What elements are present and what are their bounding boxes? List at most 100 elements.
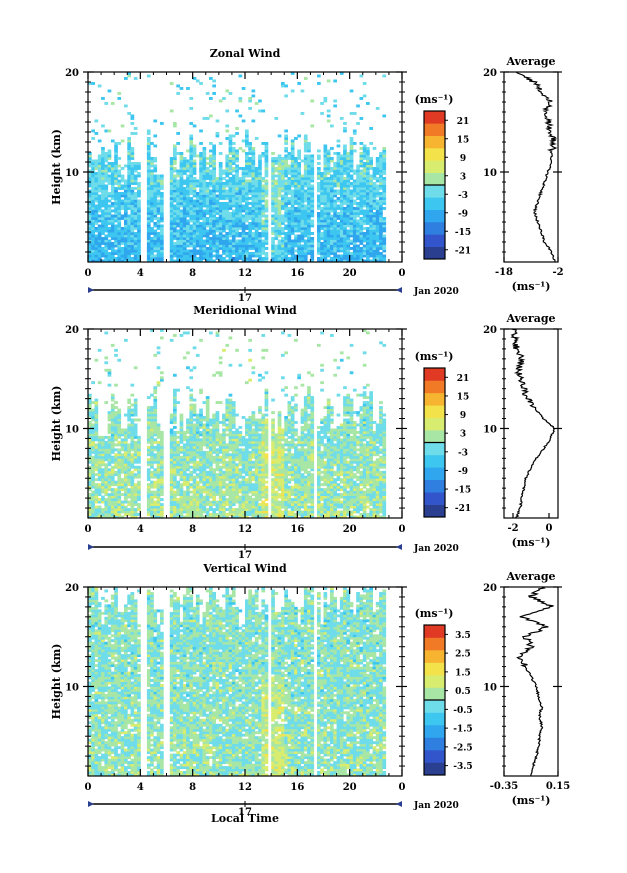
heatmap-cell [375, 199, 380, 203]
heatmap-cell [176, 505, 180, 509]
heatmap-cell [228, 242, 233, 245]
heatmap-cell [290, 259, 295, 263]
heatmap-cell [300, 89, 305, 93]
heatmap-cell [202, 172, 207, 175]
heatmap-cell [110, 458, 115, 462]
heatmap-cell [346, 177, 351, 180]
heatmap-cell [146, 142, 151, 145]
heatmap-cell [192, 239, 197, 243]
heatmap-cell [169, 495, 174, 499]
heatmap-cell [107, 448, 112, 452]
heatmap-cell [317, 207, 321, 210]
heatmap-cell [209, 247, 213, 250]
colorbar-swatch [424, 197, 445, 210]
heatmap-cell [317, 259, 321, 263]
heatmap-cell [235, 184, 239, 188]
heatmap-cell [179, 259, 184, 263]
heatmap-cell [120, 247, 125, 250]
heatmap-cell [107, 204, 112, 208]
heatmap-cell [146, 204, 151, 208]
heatmap-cell [97, 259, 102, 263]
heatmap-cell [300, 214, 305, 218]
heatmap-cell [91, 485, 95, 489]
heatmap-cell [300, 189, 305, 193]
heatmap-cell [153, 134, 158, 138]
heatmap-cell [91, 204, 95, 208]
heatmap-cell [277, 194, 282, 198]
heatmap-cell [274, 192, 279, 195]
heatmap-cell [245, 219, 249, 223]
heatmap-cell [307, 167, 311, 170]
heatmap-cell [146, 132, 151, 135]
heatmap-cell [352, 232, 357, 235]
heatmap-cell [186, 431, 190, 434]
heatmap-cell [124, 179, 128, 183]
heatmap-cell [294, 177, 298, 180]
heatmap-cell [117, 222, 122, 225]
heatmap-cell [271, 239, 275, 243]
heatmap-cell [382, 147, 387, 150]
heatmap-cell [277, 252, 282, 255]
heatmap-cell [336, 159, 341, 163]
heatmap-cell [182, 259, 187, 263]
heatmap-cell [114, 433, 118, 437]
heatmap-cell [153, 229, 158, 233]
heatmap-cell [127, 74, 131, 78]
heatmap-cell [117, 428, 122, 432]
heatmap-cell [323, 217, 328, 220]
heatmap-cell [248, 257, 252, 260]
heatmap-cell [320, 214, 324, 218]
heatmap-cell [107, 470, 112, 474]
heatmap-cell [127, 219, 131, 223]
heatmap-cell [330, 222, 334, 225]
heatmap-cell [153, 408, 158, 412]
heatmap-cell [179, 478, 184, 482]
heatmap-cell [146, 239, 151, 243]
heatmap-cell [124, 227, 128, 230]
heatmap-cell [372, 242, 377, 245]
heatmap-cell [245, 259, 249, 263]
heatmap-cell [290, 257, 295, 260]
heatmap-cell [137, 508, 141, 511]
heatmap-cell [205, 242, 210, 245]
heatmap-cell [202, 204, 207, 208]
heatmap-cell [323, 219, 328, 223]
heatmap-cell [114, 460, 118, 464]
heatmap-cell [114, 154, 118, 158]
heatmap-cell [323, 202, 328, 205]
heatmap-cell [225, 159, 230, 163]
heatmap-cell [124, 433, 128, 437]
heatmap-cell [192, 147, 197, 150]
heatmap-cell [215, 247, 220, 250]
heatmap-cell [114, 202, 118, 205]
heatmap-cell [261, 204, 266, 208]
heatmap-cell [303, 154, 308, 158]
heatmap-cell [97, 239, 102, 243]
heatmap-cell [94, 490, 99, 494]
heatmap-cell [379, 224, 383, 228]
heatmap-cell [281, 169, 285, 173]
heatmap-cell [94, 445, 99, 449]
heatmap-cell [362, 237, 367, 240]
heatmap-cell [349, 189, 354, 193]
heatmap-cell [173, 217, 177, 220]
heatmap-cell [310, 247, 315, 250]
heatmap-cell [258, 157, 262, 160]
heatmap-cell [153, 217, 158, 220]
heatmap-cell [97, 515, 102, 519]
heatmap-cell [179, 212, 184, 215]
heatmap-cell [192, 209, 197, 213]
heatmap-cell [160, 505, 164, 509]
heatmap-cell [349, 257, 354, 260]
heatmap-cell [359, 247, 364, 250]
heatmap-cell [258, 232, 262, 235]
heatmap-cell [218, 254, 223, 258]
heatmap-cell [349, 177, 354, 180]
heatmap-cell [133, 455, 138, 459]
heatmap-cell [294, 164, 298, 168]
heatmap-cell [189, 169, 194, 173]
heatmap-cell [153, 222, 158, 225]
heatmap-cell [343, 197, 347, 200]
heatmap-cell [91, 249, 95, 253]
heatmap-cell [120, 124, 125, 128]
